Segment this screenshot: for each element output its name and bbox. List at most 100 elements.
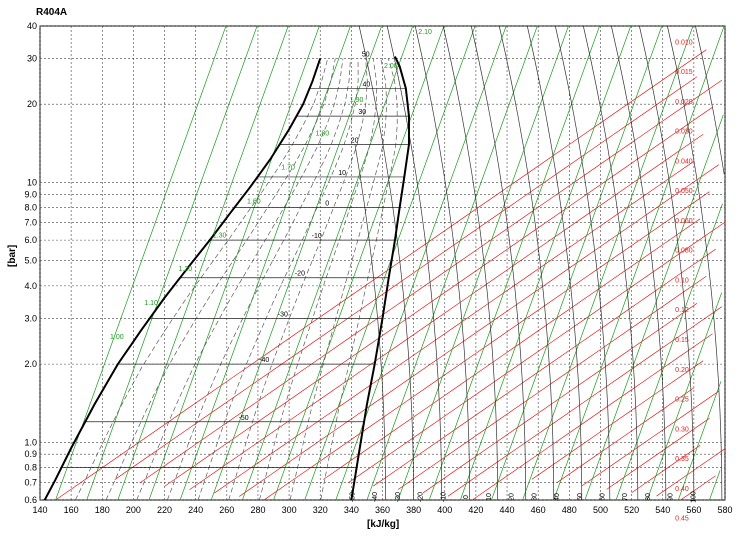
isochore-line	[189, 133, 704, 491]
superheat-isotherm-label: -40	[372, 492, 379, 502]
superheat-isotherm-label: -10	[440, 492, 447, 502]
x-tick-label: 460	[531, 505, 546, 515]
superheat-isotherm-label: 50	[577, 493, 584, 501]
isotherm-label: -40	[259, 357, 269, 364]
isochore-line	[581, 390, 719, 487]
y-axis-label: [bar]	[7, 245, 18, 267]
superheat-isotherm-label: -20	[418, 492, 425, 502]
isochore-line	[681, 475, 716, 500]
x-tick-label: 380	[406, 505, 421, 515]
quality-line	[167, 58, 351, 501]
y-tick-label: 5.0	[24, 256, 37, 266]
quality-line	[105, 58, 336, 501]
superheat-isotherm-label: -30	[395, 492, 402, 502]
isotherm-line	[526, 25, 583, 501]
x-tick-label: 540	[655, 505, 670, 515]
x-tick-label: 240	[188, 505, 203, 515]
isentrope-line	[304, 25, 476, 501]
isentrope-line	[522, 25, 694, 501]
superheat-isotherm-label: -50	[349, 492, 356, 502]
isochore-label: 0.050	[675, 188, 693, 195]
isentrope-line	[428, 25, 600, 501]
isotherm-label: -10	[312, 233, 322, 240]
isochore-label: 0.35	[675, 456, 689, 463]
superheat-isotherm-label: 10	[486, 493, 493, 501]
isochore-line	[656, 448, 726, 497]
isochore-line	[263, 191, 710, 501]
isochore-label: 0.12	[675, 307, 689, 314]
superheat-isotherm-label: 100	[690, 491, 697, 503]
entropy-label: 1.10	[144, 300, 158, 307]
superheat-isotherm-label: 40	[554, 493, 561, 501]
isotherm-label: 40	[363, 81, 371, 88]
isochore-label: 0.080	[675, 248, 693, 255]
isotherm-label: 50	[362, 51, 370, 58]
quality-line	[320, 58, 398, 501]
isotherm-label: -50	[239, 415, 249, 422]
isotherm-line	[695, 25, 725, 175]
isochore-label: 0.20	[675, 367, 689, 374]
isotherm-label: 0	[325, 201, 329, 208]
x-tick-label: 140	[32, 505, 47, 515]
isentrope-line	[553, 25, 725, 501]
superheat-isotherm-label: 70	[622, 493, 629, 501]
y-tick-label: 4.0	[24, 281, 37, 291]
isochore-line	[348, 221, 726, 484]
chart-title: R404A	[36, 7, 67, 18]
isochore-label: 0.040	[675, 158, 693, 165]
isochore-line	[472, 333, 713, 500]
isochore-line	[55, 49, 707, 501]
y-tick-label: 20	[27, 99, 37, 109]
x-tick-label: 400	[437, 505, 452, 515]
isotherm-line	[498, 25, 555, 501]
isotherm-label: 10	[338, 170, 346, 177]
isochore-line	[323, 218, 701, 480]
y-tick-label: 0.8	[24, 463, 37, 473]
isentrope-line	[179, 25, 351, 501]
isochore-label: 0.45	[675, 516, 689, 523]
isotherm-label: 20	[351, 137, 359, 144]
isentrope-line	[148, 25, 320, 501]
isentrope-line	[397, 25, 569, 501]
x-tick-label: 260	[219, 505, 234, 515]
y-tick-label: 0.7	[24, 478, 37, 488]
isochore-label: 0.10	[675, 277, 689, 284]
x-tick-label: 480	[562, 505, 577, 515]
entropy-label: 1.20	[179, 266, 193, 273]
y-tick-label: 1.0	[24, 437, 37, 447]
ticks: 140 160 180 200 220 240 260 280 300 320 340 360 380 4…	[24, 21, 732, 515]
x-tick-label: 440	[500, 505, 515, 515]
y-tick-label: 7.0	[24, 218, 37, 228]
superheat-isotherm-label: 90	[668, 493, 675, 501]
isochore-line	[447, 306, 723, 497]
quality-line	[289, 58, 388, 501]
x-tick-label: 340	[344, 505, 359, 515]
y-tick-label: 0.6	[24, 495, 37, 505]
x-tick-label: 580	[717, 505, 732, 515]
quality-line	[136, 58, 344, 501]
isentrope-line	[646, 292, 723, 501]
isochore-line	[372, 248, 716, 487]
isotherm-line	[442, 25, 499, 501]
isochore-line	[214, 161, 695, 494]
isochore-label: 0.030	[675, 129, 693, 136]
entropy-label: 1.70	[281, 165, 295, 172]
entropy-label: 1.90	[350, 97, 364, 104]
superheat-isotherm-label: 30	[531, 493, 538, 501]
isotherm-line	[667, 25, 723, 501]
x-tick-label: 180	[95, 505, 110, 515]
x-tick-label: 280	[250, 505, 265, 515]
entropy-label: 1.30	[213, 232, 227, 239]
isochore-line	[397, 275, 707, 490]
isochore-label: 0.30	[675, 426, 689, 433]
isotherm-line	[414, 25, 471, 501]
y-tick-label: 8.0	[24, 203, 37, 213]
x-axis-label: [kJ/kg]	[367, 519, 399, 530]
isentrope-line	[366, 25, 538, 501]
isochore-label: 0.020	[675, 99, 693, 106]
x-tick-label: 320	[313, 505, 328, 515]
superheat-isotherm-label: 60	[600, 493, 607, 501]
quality-line	[197, 58, 359, 501]
isotherm-line	[386, 25, 443, 501]
